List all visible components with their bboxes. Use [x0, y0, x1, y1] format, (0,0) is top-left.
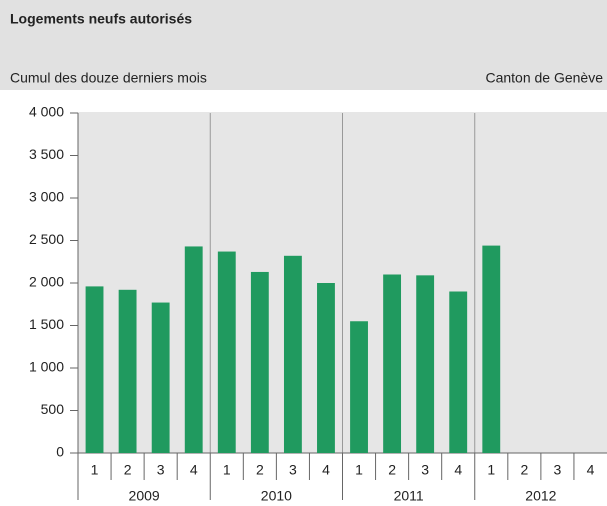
x-tick-label: 4 — [454, 462, 462, 478]
y-tick-label: 0 — [56, 444, 64, 460]
y-tick-label: 3 500 — [29, 146, 64, 162]
x-tick-label: 2 — [388, 462, 396, 478]
x-tick-label: 2 — [520, 462, 528, 478]
bar — [250, 271, 269, 453]
x-tick-label: 4 — [587, 462, 595, 478]
x-tick-label: 4 — [190, 462, 198, 478]
x-tick-label: 3 — [421, 462, 429, 478]
x-tick-label: 2 — [256, 462, 264, 478]
chart-source: Canton de Genève — [485, 70, 603, 86]
header-band — [0, 0, 607, 90]
year-label: 2009 — [129, 488, 160, 504]
bar — [151, 302, 170, 453]
y-tick-label: 500 — [41, 401, 65, 417]
bar — [350, 321, 368, 453]
year-label: 2012 — [525, 488, 556, 504]
y-tick-label: 3 000 — [29, 189, 64, 205]
x-tick-label: 1 — [91, 462, 99, 478]
year-label: 2010 — [261, 488, 292, 504]
x-tick-label: 3 — [554, 462, 562, 478]
bar — [283, 255, 302, 453]
x-tick-label: 1 — [223, 462, 231, 478]
bar — [317, 283, 335, 453]
x-tick-label: 1 — [487, 462, 495, 478]
bar — [383, 274, 402, 453]
bar — [184, 246, 203, 453]
bar — [217, 251, 236, 453]
bar — [416, 275, 435, 453]
bar — [118, 289, 137, 453]
y-tick-label: 2 500 — [29, 231, 64, 247]
x-tick-label: 2 — [124, 462, 132, 478]
x-tick-label: 4 — [322, 462, 330, 478]
bar — [85, 286, 104, 453]
bar — [449, 291, 468, 453]
x-tick-label: 3 — [157, 462, 165, 478]
chart-title: Logements neufs autorisés — [10, 11, 192, 27]
y-tick-label: 1 500 — [29, 316, 64, 332]
bar — [482, 245, 501, 453]
x-tick-label: 1 — [355, 462, 363, 478]
chart-subtitle: Cumul des douze derniers mois — [10, 70, 207, 86]
x-tick-label: 3 — [289, 462, 297, 478]
y-tick-label: 2 000 — [29, 274, 64, 290]
year-label: 2011 — [394, 488, 424, 504]
y-tick-label: 1 000 — [29, 359, 64, 375]
y-tick-label: 4 000 — [29, 104, 64, 120]
